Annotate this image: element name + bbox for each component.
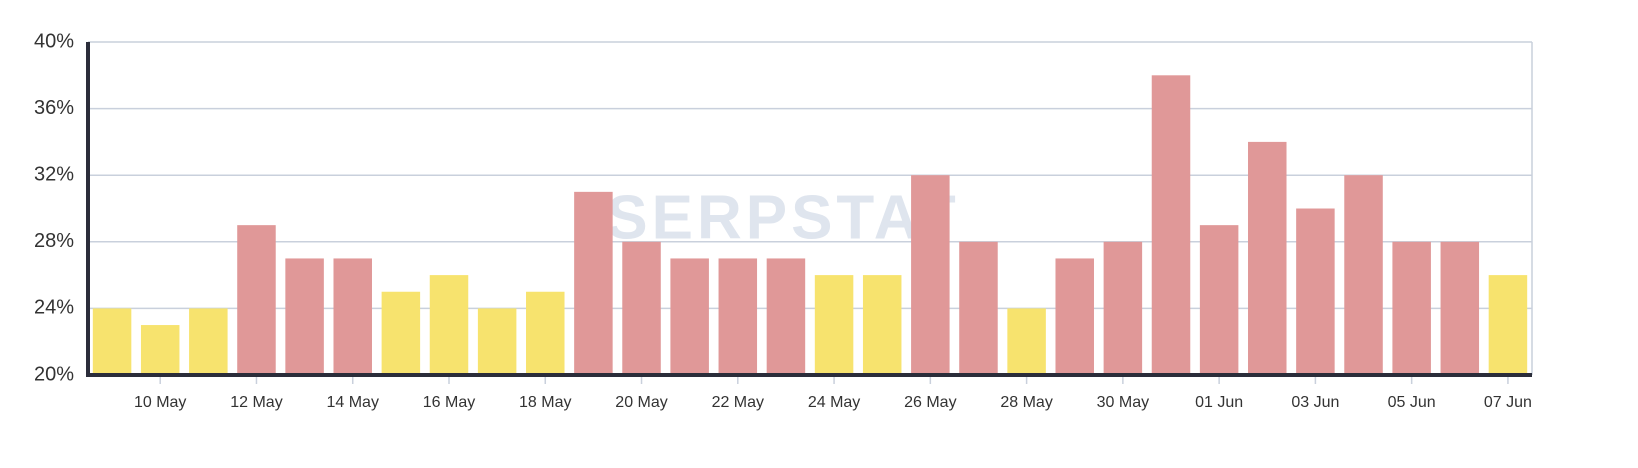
y-tick-label: 20%: [34, 363, 74, 385]
bar: [911, 175, 950, 375]
x-tick-label: 07 Jun: [1484, 394, 1532, 411]
bar: [1103, 241, 1143, 375]
x-tick-label: 10 May: [134, 394, 186, 411]
bar: [429, 275, 469, 375]
y-tick-label: 36%: [34, 97, 74, 119]
bar: [622, 241, 661, 375]
bar: [1248, 141, 1287, 375]
bar: [477, 308, 517, 375]
bar: [381, 291, 421, 375]
x-tick-label: 16 May: [423, 394, 475, 411]
bar: [766, 258, 806, 375]
bar: [140, 325, 180, 375]
bar: [1392, 241, 1431, 375]
x-tick-label: 14 May: [326, 394, 378, 411]
x-tick-label: 22 May: [712, 394, 764, 411]
bar: [574, 191, 613, 375]
bar: [1151, 75, 1191, 376]
bar: [718, 258, 758, 375]
y-tick-label: 32%: [34, 163, 74, 185]
bar: [1055, 258, 1094, 375]
x-tick-label: 01 Jun: [1195, 394, 1243, 411]
bar: [285, 258, 324, 375]
x-tick-label: 24 May: [808, 394, 860, 411]
bar: [814, 275, 854, 375]
x-tick-label: 30 May: [1097, 394, 1149, 411]
bar: [237, 225, 276, 375]
y-tick-label: 40%: [34, 30, 74, 52]
y-tick-label: 28%: [34, 230, 74, 252]
bar: [526, 291, 565, 375]
bar: [862, 275, 902, 375]
x-tick-label: 12 May: [230, 394, 282, 411]
bar: [333, 258, 372, 375]
bar: [1007, 308, 1046, 375]
x-tick-label: 18 May: [519, 394, 571, 411]
bar: [92, 308, 132, 375]
x-tick-label: 03 Jun: [1291, 394, 1339, 411]
x-tick-label: 26 May: [904, 394, 956, 411]
x-tick-label: 20 May: [615, 394, 667, 411]
bar: [1296, 208, 1335, 375]
bar: [959, 241, 998, 375]
bar: [1440, 241, 1480, 375]
bar: [189, 308, 228, 375]
bar: [1488, 275, 1528, 375]
x-tick-label: 05 Jun: [1388, 394, 1436, 411]
y-tick-label: 24%: [34, 297, 74, 319]
watermark: SERPSTAT: [606, 183, 960, 252]
bar: [1199, 225, 1239, 375]
bar: [1344, 175, 1383, 375]
x-tick-label: 28 May: [1000, 394, 1052, 411]
bar: [670, 258, 709, 375]
